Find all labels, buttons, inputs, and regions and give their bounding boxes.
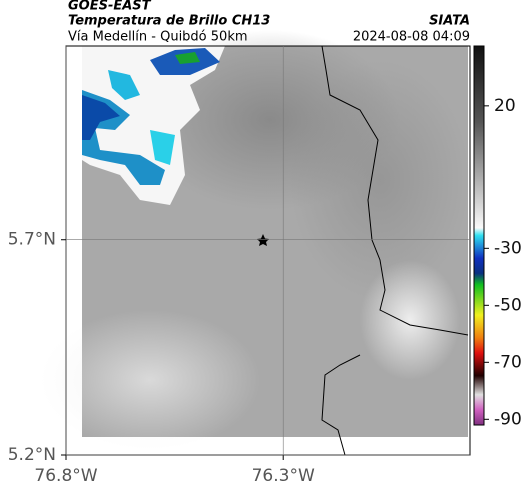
lon-label: 76.3°W — [252, 466, 315, 486]
colorbar-label: -70 — [494, 352, 522, 372]
colorbar-label: -90 — [494, 409, 522, 429]
product: Temperatura de Brillo CH13 — [68, 14, 270, 29]
colorbar-label: 20 — [494, 96, 516, 116]
lon-label: 76.8°W — [34, 466, 97, 486]
route: Vía Medellín - Quibdó 50km — [68, 30, 248, 45]
agency: SIATA — [429, 14, 470, 29]
lat-label: 5.2°N — [8, 445, 56, 465]
colorbar-label: -30 — [494, 238, 522, 258]
source: GOES-EAST — [68, 0, 152, 14]
colorbar-label: -50 — [494, 295, 522, 315]
colorbar — [473, 45, 485, 426]
timestamp: 2024-08-08 04:09 — [353, 30, 470, 45]
lat-label: 5.7°N — [8, 230, 56, 250]
